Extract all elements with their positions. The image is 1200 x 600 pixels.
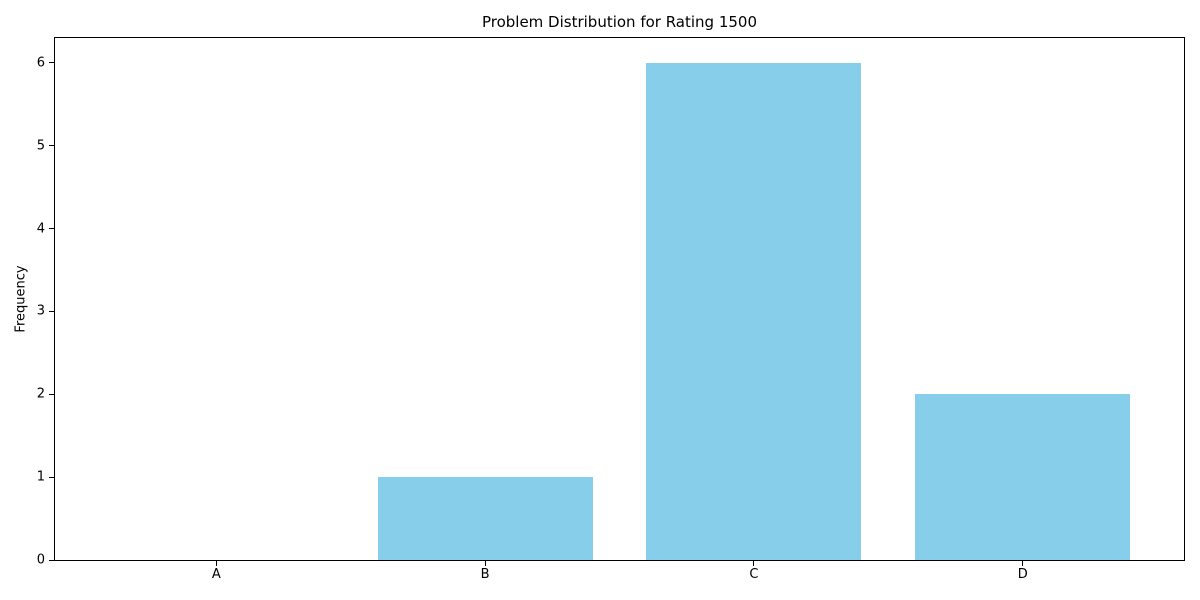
- y-tick-label: 4: [36, 221, 45, 237]
- y-tick-label: 1: [36, 469, 45, 485]
- y-tick-label: 0: [36, 552, 45, 568]
- y-tick-mark: [49, 476, 54, 478]
- bar-C: [646, 62, 862, 560]
- plot-area: 0 1 2 3 4 5 6 A B C D: [37, 37, 1185, 581]
- y-tick-mark: [49, 228, 54, 230]
- y-tick-mark: [49, 145, 54, 147]
- y-tick-label: 2: [36, 386, 45, 402]
- y-tick-label: 3: [36, 303, 45, 319]
- bar-B: [377, 477, 593, 560]
- y-tick-mark: [49, 310, 54, 312]
- y-tick-mark: [49, 62, 54, 64]
- y-tick-label: 6: [36, 55, 45, 71]
- chart-title: Problem Distribution for Rating 1500: [481, 13, 758, 31]
- y-tick-mark: [49, 393, 54, 395]
- x-tick-label-C: C: [749, 567, 759, 582]
- x-tick-mark: [484, 561, 486, 566]
- x-tick-label-D: D: [1017, 567, 1028, 582]
- x-tick-label-B: B: [480, 567, 490, 582]
- y-axis-label: Frequency: [13, 265, 29, 333]
- x-tick-mark: [753, 561, 755, 566]
- x-tick-mark: [1022, 561, 1024, 566]
- x-tick-label-A: A: [211, 567, 221, 582]
- y-tick-mark: [49, 559, 54, 561]
- x-tick-mark: [215, 561, 217, 566]
- bar-D: [915, 394, 1131, 560]
- y-tick-label: 5: [36, 138, 45, 154]
